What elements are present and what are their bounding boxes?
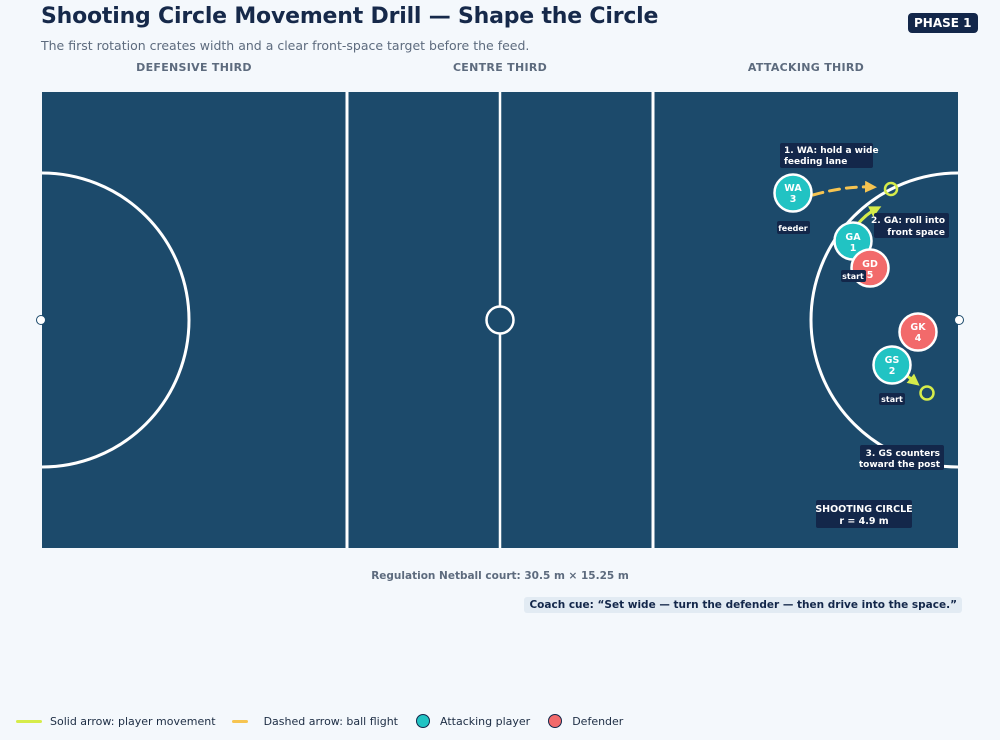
goal-post-left: [36, 315, 46, 325]
player-gk-number: 4: [915, 333, 922, 344]
defensive-shooting-circle: [42, 171, 191, 469]
target-marker-gs: [919, 385, 935, 401]
player-gk-code: GK: [910, 322, 926, 333]
tag-feeder-text: feeder: [778, 224, 807, 233]
phase-badge: PHASE 1: [908, 13, 978, 33]
coach-cue: Coach cue: “Set wide — turn the defender…: [524, 597, 962, 613]
callout-step-3: 3. GS counters toward the post: [859, 445, 944, 470]
player-wa[interactable]: WA 3: [773, 173, 813, 213]
target-marker-wa: [883, 181, 899, 197]
player-gd-number: 5: [867, 270, 874, 281]
attacker-dot-icon: [416, 714, 430, 728]
legend-label-attacker: Attacking player: [440, 714, 531, 728]
centre-circle: [485, 305, 515, 335]
callout-step-2-line-1: 2. GA: roll into: [871, 216, 945, 226]
tag-feeder: feeder: [777, 221, 810, 234]
netball-court-diagram: 1. WA: hold a wide feeding lane 2. GA: r…: [36, 92, 964, 548]
callout-step-3-line-1: 3. GS counters: [866, 449, 940, 459]
legend: Solid arrow: player movement Dashed arro…: [16, 714, 639, 728]
player-ga-code: GA: [845, 232, 861, 243]
player-gs-code: GS: [885, 355, 900, 366]
tag-start-gs: start: [879, 393, 905, 405]
third-label-centre: CENTRE THIRD: [452, 61, 548, 74]
legend-item-defender: Defender: [546, 714, 623, 728]
third-label-attacking: ATTACKING THIRD: [747, 61, 865, 74]
player-gs-number: 2: [889, 366, 896, 377]
player-wa-number: 3: [790, 194, 797, 205]
page-title: Shooting Circle Movement Drill — Shape t…: [41, 4, 659, 29]
shooting-circle-label: SHOOTING CIRCLE r = 4.9 m: [815, 500, 913, 528]
court-dimensions-note: Regulation Netball court: 30.5 m × 15.25…: [371, 570, 629, 582]
legend-label-ball: Dashed arrow: ball flight: [263, 714, 398, 728]
legend-item-attacker: Attacking player: [414, 714, 530, 728]
callout-step-1: 1. WA: hold a wide feeding lane: [780, 143, 879, 168]
goal-post-right: [954, 315, 964, 325]
legend-item-ball: Dashed arrow: ball flight: [231, 714, 398, 728]
page-subtitle: The first rotation creates width and a c…: [41, 38, 530, 53]
tag-start-gs-text: start: [881, 395, 903, 404]
player-gk[interactable]: GK 4: [898, 312, 938, 352]
shooting-circle-label-name: SHOOTING CIRCLE: [815, 504, 912, 515]
legend-item-movement: Solid arrow: player movement: [16, 715, 216, 728]
third-label-defensive: DEFENSIVE THIRD: [136, 61, 252, 74]
ball-flight-arrow: [811, 180, 877, 197]
callout-step-3-line-2: toward the post: [859, 460, 941, 470]
player-gd-code: GD: [862, 259, 878, 270]
callout-step-2: 2. GA: roll into front space: [871, 213, 949, 238]
player-gs[interactable]: GS 2: [872, 345, 912, 385]
attacking-shooting-circle: [809, 171, 958, 469]
callout-step-1-line-1: 1. WA: hold a wide: [784, 146, 879, 156]
solid-line-icon: [16, 719, 42, 723]
player-ga-number: 1: [850, 243, 857, 254]
dashed-line-icon: [231, 719, 248, 723]
defender-dot-icon: [548, 714, 563, 728]
callout-step-1-line-2: feeding lane: [784, 157, 847, 167]
player-wa-code: WA: [784, 183, 802, 194]
tag-start-ga: start: [841, 270, 866, 282]
legend-label-movement: Solid arrow: player movement: [50, 714, 216, 728]
shooting-circle-label-radius: r = 4.9 m: [839, 516, 888, 527]
tag-start-ga-text: start: [842, 272, 864, 281]
legend-label-defender: Defender: [572, 714, 624, 728]
callout-step-2-line-2: front space: [887, 228, 945, 238]
